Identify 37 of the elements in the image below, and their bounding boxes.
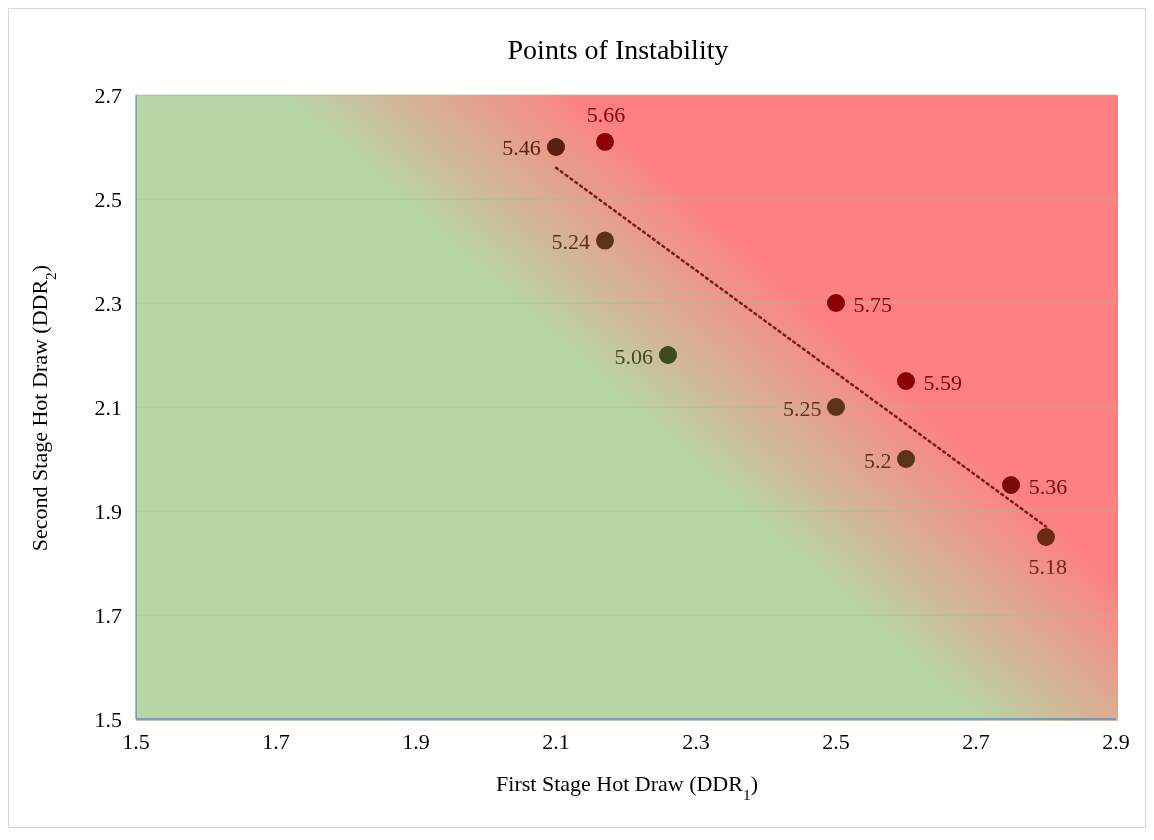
annotation: 5.24 <box>551 229 590 255</box>
point <box>596 132 614 151</box>
x-tick-label: 2.7 <box>962 728 990 754</box>
x-tick-label: 2.3 <box>682 728 710 754</box>
point <box>1037 528 1055 546</box>
x-tick-label: 2.9 <box>1102 728 1130 754</box>
annotation: 5.06 <box>614 343 654 369</box>
point <box>897 450 915 468</box>
y-tick-label: 1.9 <box>94 498 122 524</box>
x-tick-label: 1.7 <box>262 728 290 754</box>
x-tick-label: 2.5 <box>822 728 850 754</box>
point <box>827 398 845 416</box>
point <box>659 346 677 364</box>
annotation: 5.36 <box>1028 474 1068 500</box>
y-tick-label: 2.5 <box>94 186 122 212</box>
y-tick-label: 1.5 <box>94 706 122 732</box>
point <box>827 294 845 312</box>
annotation: 5.46 <box>502 135 541 161</box>
annotation: 5.75 <box>853 291 892 317</box>
annotation: 5.2 <box>864 448 892 474</box>
point <box>596 231 614 250</box>
x-tick-label: 1.5 <box>122 728 150 754</box>
annotation: 5.59 <box>923 369 963 395</box>
y-tick-label: 1.7 <box>94 602 122 628</box>
y-tick-label: 2.7 <box>94 82 122 108</box>
y-tick-label: 2.3 <box>94 290 122 316</box>
point <box>547 138 565 156</box>
x-axis-title: First Stage Hot Draw (DDR$_{1}$) <box>496 771 758 803</box>
annotation: 5.66 <box>586 101 626 127</box>
annotation: 5.18 <box>1028 554 1068 580</box>
x-tick-label: 2.1 <box>542 728 570 754</box>
annotation: 5.25 <box>782 396 822 421</box>
point <box>897 372 915 390</box>
chart-title: Points of Instability <box>507 34 729 65</box>
point <box>1002 476 1020 494</box>
x-tick-label: 1.9 <box>402 728 430 754</box>
y-tick-label: 2.1 <box>94 394 122 420</box>
